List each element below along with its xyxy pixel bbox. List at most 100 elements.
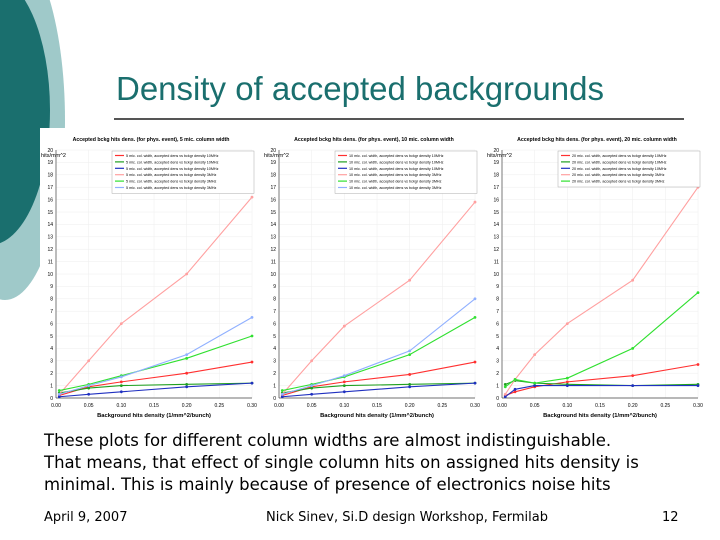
data-point: [408, 385, 412, 389]
y-tick-label: 6: [496, 321, 499, 327]
data-point: [503, 392, 507, 396]
data-point: [185, 356, 189, 360]
x-tick-label: 0.15: [595, 403, 605, 409]
y-tick-label: 1: [50, 383, 53, 389]
data-point: [310, 384, 314, 387]
y-tick-label: 3: [50, 359, 53, 365]
y-tick-label: 10: [47, 272, 53, 278]
chart-title: Accepted bckg hits dens. (for phys. even…: [294, 137, 454, 143]
data-point: [473, 297, 477, 301]
data-point: [342, 374, 346, 378]
y-tick-label: 19: [47, 160, 53, 166]
data-point: [250, 360, 254, 364]
x-tick-label: 0.05: [307, 403, 317, 409]
data-point: [119, 384, 123, 387]
y-tick-label: 13: [493, 235, 499, 241]
data-point: [513, 378, 517, 381]
y-tick-label: 11: [271, 259, 276, 265]
x-tick-label: 0.20: [182, 403, 192, 409]
y-tick-label: 4: [496, 346, 499, 352]
x-tick-label: 0.20: [628, 403, 638, 409]
data-point: [280, 389, 284, 392]
data-point: [408, 382, 412, 386]
y-tick-label: 3: [273, 359, 276, 365]
y-tick-label: 7: [496, 309, 499, 315]
chart-20mic-column-width: Accepted bckg hits dens. (for phys. even…: [486, 128, 708, 426]
data-point: [631, 278, 635, 282]
data-point: [185, 353, 189, 356]
y-tick-label: 17: [493, 185, 499, 191]
data-point: [408, 353, 412, 356]
footer-date: April 9, 2007: [44, 510, 128, 525]
y-tick-label: 4: [50, 346, 53, 352]
data-point: [631, 374, 635, 378]
data-point: [696, 363, 700, 366]
x-tick-label: 0.25: [660, 403, 670, 409]
y-tick-label: 14: [270, 222, 276, 228]
chart-panel-20mic: Accepted bckg hits dens. (for phys. even…: [486, 128, 708, 426]
y-tick-label: 5: [50, 334, 53, 340]
y-tick-label: 6: [273, 321, 276, 327]
data-point: [119, 375, 123, 379]
data-point: [87, 384, 91, 387]
legend-entry: 5 mic. col. width, accepted dens vs bckg…: [126, 160, 219, 164]
data-point: [57, 389, 61, 392]
y-axis-label: hits/mm^2: [487, 153, 512, 159]
slide-title: Density of accepted backgrounds: [116, 70, 604, 107]
y-tick-label: 16: [47, 197, 53, 203]
legend-entry: 10 mic. col. width, accepted dens vs bck…: [349, 167, 444, 171]
legend-entry: 20 mic. col. width, accepted dens vs bck…: [572, 180, 665, 184]
chart-10mic-column-width: Accepted bckg hits dens. (for phys. even…: [263, 128, 485, 426]
y-tick-label: 9: [273, 284, 276, 290]
series-line-4: [504, 292, 699, 388]
x-tick-label: 0.10: [562, 403, 572, 409]
data-point: [342, 390, 346, 394]
y-tick-label: 12: [47, 247, 53, 253]
data-point: [250, 316, 254, 319]
y-tick-label: 13: [47, 235, 53, 241]
y-tick-label: 18: [270, 173, 276, 179]
legend-entry: 5 mic. col. width, accepted dens vs bckg…: [126, 180, 217, 184]
data-point: [503, 385, 507, 389]
legend-box: [111, 150, 255, 194]
data-point: [87, 386, 91, 390]
data-point: [87, 392, 91, 396]
chart-5mic-column-width: Accepted bckg hits dens. (for phys. even…: [40, 128, 262, 426]
caption-line-2: That means, that effect of single column…: [44, 453, 639, 472]
footer-page-number: 12: [662, 510, 679, 525]
legend-entry: 10 mic. col. width, accepted dens vs bck…: [349, 180, 442, 184]
y-tick-label: 14: [493, 222, 499, 228]
y-tick-label: 7: [273, 309, 276, 315]
y-tick-label: 3: [496, 359, 499, 365]
data-point: [185, 382, 189, 386]
y-tick-label: 11: [48, 259, 53, 265]
y-tick-label: 0: [496, 396, 499, 402]
caption-line-1: These plots for different column widths …: [44, 431, 612, 450]
x-tick-label: 0.00: [497, 403, 507, 409]
data-point: [408, 349, 412, 353]
y-tick-label: 8: [496, 297, 499, 303]
chart-panel-10mic: Accepted bckg hits dens. (for phys. even…: [263, 128, 485, 426]
data-point: [631, 384, 635, 387]
y-tick-label: 7: [50, 309, 53, 315]
y-tick-label: 13: [270, 235, 276, 241]
data-point: [57, 395, 61, 399]
y-tick-label: 15: [493, 210, 499, 216]
x-tick-label: 0.15: [372, 403, 382, 409]
legend-entry: 10 mic. col. width, accepted dens vs bck…: [349, 160, 444, 164]
y-tick-label: 20: [493, 148, 499, 154]
y-tick-label: 19: [270, 160, 276, 166]
data-point: [185, 385, 189, 389]
legend-entry: 20 mic. col. width, accepted dens vs bck…: [572, 173, 665, 177]
data-point: [185, 371, 189, 375]
y-tick-label: 6: [50, 321, 53, 327]
slide-caption: These plots for different column widths …: [44, 430, 704, 496]
x-tick-label: 0.30: [470, 403, 480, 409]
data-point: [119, 322, 123, 325]
data-point: [513, 387, 517, 391]
y-tick-label: 2: [496, 371, 499, 377]
legend-entry: 5 mic. col. width, accepted dens vs bckg…: [126, 186, 217, 190]
legend-entry: 10 mic. col. width, accepted dens vs bck…: [349, 173, 442, 177]
legend-entry: 20 mic. col. width, accepted dens vs bck…: [572, 160, 667, 164]
y-tick-label: 18: [493, 173, 499, 179]
